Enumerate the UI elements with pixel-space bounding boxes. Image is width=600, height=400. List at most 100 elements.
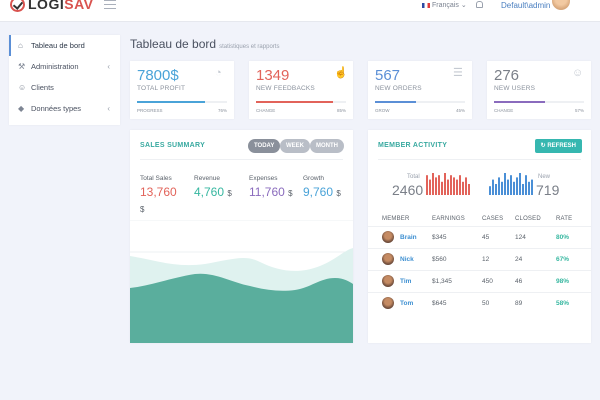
rate: 80%	[556, 234, 570, 241]
activity-bar	[456, 179, 458, 195]
metric-currency: $	[336, 189, 341, 198]
chevron-left-icon: ‹	[107, 104, 110, 113]
activity-bar	[453, 177, 455, 195]
activity-bar	[492, 179, 494, 195]
member-name[interactable]: Nick	[400, 256, 414, 263]
activity-bar	[525, 175, 527, 195]
sidebar-item-label: Clients	[31, 83, 54, 92]
activity-bar	[459, 175, 461, 195]
member-activity-panel: MEMBER ACTIVITY ↻ REFRESH Total 2460 New…	[368, 130, 591, 343]
metric-currency: $	[288, 189, 293, 198]
chart-area-front	[130, 273, 353, 343]
closed: 89	[515, 300, 523, 307]
activity-bar	[444, 173, 446, 195]
activity-bar	[450, 175, 452, 195]
activity-bar	[507, 179, 509, 195]
avatar[interactable]	[552, 0, 570, 10]
progress-bar	[494, 101, 584, 103]
activity-bar	[465, 177, 467, 195]
activity-bar	[441, 181, 443, 195]
metric-currency: $	[227, 189, 232, 198]
sidebar-item-administration[interactable]: ⚒ Administration ‹	[9, 56, 120, 77]
metric-label: Total Sales	[140, 175, 172, 182]
cases: 50	[482, 300, 490, 307]
closed: 124	[515, 234, 526, 241]
bell-icon[interactable]	[476, 1, 483, 8]
earnings: $345	[432, 234, 447, 241]
activity-bar	[519, 173, 521, 195]
metric-value: 11,760	[249, 185, 285, 199]
column-header-earnings: EARNINGS	[432, 216, 465, 222]
activity-bar	[513, 181, 515, 195]
activity-bar	[522, 184, 524, 195]
progress-bar	[256, 101, 346, 103]
activity-bar	[447, 179, 449, 195]
activity-bar	[432, 173, 434, 195]
stat-card-new-users: 276 NEW USERS ☺ CHANGE 57%	[487, 61, 591, 119]
progress-fill	[375, 101, 416, 103]
menu-toggle-icon[interactable]	[104, 0, 116, 9]
sidebar: ⌂ Tableau de bord ⚒ Administration ‹ ☺ C…	[9, 35, 120, 125]
member-name[interactable]: Tom	[400, 300, 414, 307]
language-selector[interactable]: Français ⌄	[422, 1, 467, 9]
total-label: Total	[407, 174, 420, 180]
sidebar-item-clients[interactable]: ☺ Clients	[9, 77, 120, 98]
table-row[interactable]: Brain $345 45 124 80%	[368, 226, 591, 248]
stat-foot-label: GROW	[375, 108, 390, 113]
stat-value: 567	[375, 67, 401, 84]
metric-revenue: Revenue 4,760 $	[194, 175, 232, 199]
stat-card-total-profit: 7800$ TOTAL PROFIT ◔ PROGRESS 76%	[130, 61, 234, 119]
activity-bar	[495, 184, 497, 195]
divider	[378, 159, 581, 160]
metric-label: Revenue	[194, 175, 221, 182]
earnings: $645	[432, 300, 447, 307]
activity-bar	[462, 181, 464, 195]
wrench-icon: ⚒	[18, 61, 26, 71]
member-name[interactable]: Tim	[400, 278, 412, 285]
activity-bar	[489, 186, 491, 195]
activity-bar	[516, 177, 518, 195]
cases: 45	[482, 234, 490, 241]
activity-bar	[438, 175, 440, 195]
activity-bar	[510, 175, 512, 195]
table-row[interactable]: Nick $560 12 24 67%	[368, 248, 591, 270]
column-header-member: MEMBER	[382, 216, 410, 222]
metric-expenses: Expenses 11,760 $	[249, 175, 293, 199]
activity-bar	[435, 177, 437, 195]
metric-value: 4,760	[194, 185, 225, 199]
tag-icon: ◆	[18, 103, 25, 113]
stat-foot-value: 57%	[574, 108, 584, 113]
sales-area-chart	[130, 220, 353, 343]
avatar	[382, 231, 394, 243]
stat-foot-value: 85%	[336, 108, 346, 113]
avatar	[382, 253, 394, 265]
panel-title: SALES SUMMARY	[140, 142, 206, 149]
brand-name-part2: SAV	[64, 0, 94, 12]
range-today-button[interactable]: TODAY	[248, 139, 281, 153]
sidebar-item-donnees-types[interactable]: ◆ Données types ‹	[9, 98, 120, 119]
metric-label: Growth	[303, 175, 324, 182]
table-row[interactable]: Tim $1,345 450 46 98%	[368, 270, 591, 292]
sidebar-item-dashboard[interactable]: ⌂ Tableau de bord	[9, 35, 120, 56]
range-month-button[interactable]: MONTH	[310, 139, 344, 153]
avatar	[382, 275, 394, 287]
range-week-button[interactable]: WEEK	[280, 139, 310, 153]
brand-logo[interactable]: LOGISAV	[10, 0, 93, 12]
user-icon: ☺	[18, 82, 27, 92]
member-name[interactable]: Brain	[400, 234, 417, 241]
stat-label: NEW ORDERS	[375, 85, 422, 92]
rate: 67%	[556, 256, 570, 263]
activity-bar	[528, 181, 530, 195]
refresh-button[interactable]: ↻ REFRESH	[534, 139, 582, 153]
panel-title: MEMBER ACTIVITY	[378, 142, 448, 149]
table-row[interactable]: Tom $645 50 89 58%	[368, 292, 591, 314]
metric-value: 13,760	[140, 185, 177, 199]
closed: 46	[515, 278, 523, 285]
metric-value: 9,760	[303, 185, 334, 199]
refresh-icon: ↻	[540, 143, 546, 149]
progress-bar	[375, 101, 465, 103]
stat-label: NEW FEEDBACKS	[256, 85, 315, 92]
page-subtitle: statistiques et rapports	[219, 44, 280, 50]
metric-growth: Growth 9,760 $	[303, 175, 341, 199]
user-menu[interactable]: Default\admin	[501, 1, 551, 10]
